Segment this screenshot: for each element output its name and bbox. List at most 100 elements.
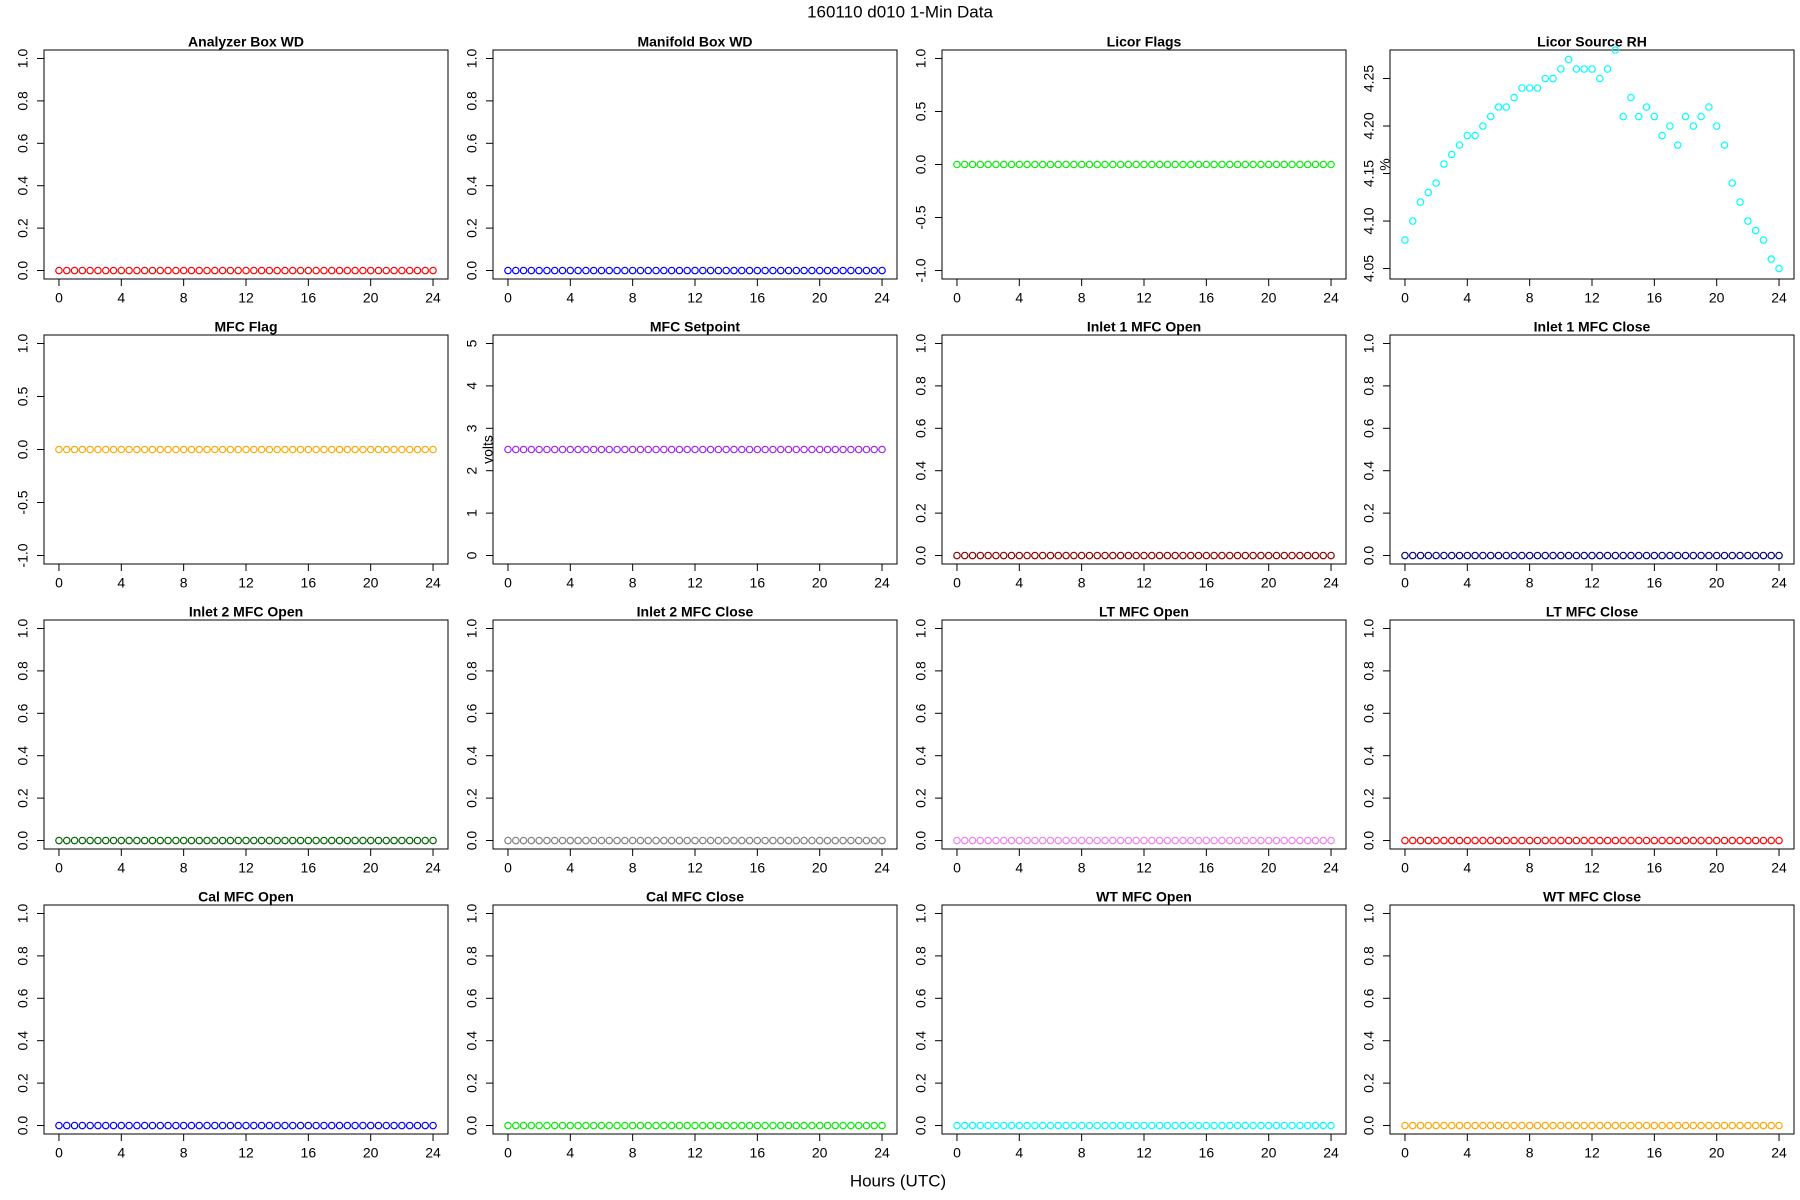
point bbox=[1767, 551, 1776, 560]
point bbox=[1572, 1121, 1581, 1130]
point bbox=[366, 1121, 375, 1130]
point bbox=[1194, 836, 1203, 845]
point bbox=[543, 445, 551, 454]
point bbox=[164, 836, 172, 845]
point bbox=[558, 1121, 567, 1130]
point bbox=[753, 266, 762, 275]
point bbox=[1673, 551, 1682, 560]
y-axis-label: % bbox=[1377, 158, 1393, 170]
point bbox=[1463, 836, 1472, 845]
point bbox=[320, 1121, 328, 1130]
point bbox=[854, 266, 863, 275]
point bbox=[226, 266, 235, 275]
point bbox=[1712, 551, 1721, 560]
point bbox=[70, 266, 79, 275]
point bbox=[1736, 551, 1744, 560]
point bbox=[1171, 1121, 1179, 1130]
point bbox=[1031, 551, 1039, 560]
point bbox=[1689, 1121, 1698, 1130]
x-tick-label: 16 bbox=[301, 290, 317, 306]
point bbox=[109, 1121, 118, 1130]
point bbox=[722, 445, 730, 454]
point bbox=[644, 266, 653, 275]
y-tick-label: 0.4 bbox=[464, 176, 480, 196]
point bbox=[1759, 236, 1768, 244]
point bbox=[613, 266, 621, 275]
point bbox=[366, 836, 375, 845]
point bbox=[976, 836, 985, 845]
y-tick-label: 1.0 bbox=[913, 334, 929, 354]
point bbox=[652, 836, 660, 845]
point bbox=[992, 551, 1000, 560]
point bbox=[1673, 1121, 1682, 1130]
point bbox=[421, 836, 430, 845]
panel-title: MFC Setpoint bbox=[650, 319, 741, 335]
x-tick-label: 20 bbox=[812, 1145, 828, 1161]
point bbox=[101, 836, 110, 845]
y-tick-label: 0.4 bbox=[913, 461, 929, 481]
point bbox=[398, 1121, 406, 1130]
point bbox=[86, 836, 94, 845]
point bbox=[1720, 551, 1729, 560]
point bbox=[1479, 551, 1487, 560]
point bbox=[706, 266, 715, 275]
point bbox=[862, 1121, 871, 1130]
point bbox=[1257, 160, 1265, 169]
point bbox=[148, 1121, 157, 1130]
point bbox=[335, 1121, 344, 1130]
point bbox=[1627, 93, 1635, 102]
point bbox=[1471, 1121, 1479, 1130]
point bbox=[792, 445, 801, 454]
point bbox=[1124, 1121, 1133, 1130]
x-tick-label: 4 bbox=[1463, 575, 1471, 591]
point bbox=[1479, 836, 1487, 845]
point bbox=[55, 445, 63, 454]
point bbox=[1432, 1121, 1440, 1130]
point bbox=[1077, 551, 1086, 560]
panel: Inlet 2 MFC Close 0 4 8 12 16 20 24 0.0 0.2 0.4 0.6… bbox=[464, 604, 898, 876]
point bbox=[792, 1121, 801, 1130]
point bbox=[382, 1121, 391, 1130]
x-tick-label: 24 bbox=[1323, 575, 1339, 591]
point bbox=[535, 445, 543, 454]
point bbox=[1447, 836, 1456, 845]
x-tick-label: 16 bbox=[750, 575, 766, 591]
point bbox=[527, 1121, 536, 1130]
y-tick-label: 1.0 bbox=[913, 619, 929, 639]
point bbox=[792, 836, 801, 845]
point bbox=[1502, 551, 1511, 560]
plot-frame bbox=[492, 904, 898, 1135]
panel: Analyzer Box WD 0 4 8 12 16 20 24 0.0 0.2 0.4 0.6 0.… bbox=[15, 34, 449, 306]
y-tick-label: 0.5 bbox=[15, 387, 31, 407]
point bbox=[94, 266, 102, 275]
point bbox=[698, 266, 707, 275]
point bbox=[628, 445, 637, 454]
point bbox=[249, 1121, 258, 1130]
point bbox=[698, 445, 707, 454]
point bbox=[366, 266, 375, 275]
point bbox=[1147, 1121, 1156, 1130]
x-tick-label: 12 bbox=[238, 1145, 254, 1161]
x-tick-label: 8 bbox=[180, 1145, 188, 1161]
point bbox=[1046, 836, 1055, 845]
panel-title: Licor Flags bbox=[1107, 34, 1182, 50]
point bbox=[1163, 551, 1172, 560]
point bbox=[1557, 65, 1565, 73]
point bbox=[312, 1121, 320, 1130]
y-tick-label: 5 bbox=[464, 339, 480, 347]
y-tick-label: 0.8 bbox=[913, 661, 929, 681]
point bbox=[1225, 551, 1234, 560]
point bbox=[109, 266, 118, 275]
y-tick-label: 0.5 bbox=[913, 102, 929, 122]
y-tick-label: 0.0 bbox=[1361, 1116, 1377, 1136]
y-tick-label: 0.4 bbox=[15, 746, 31, 766]
point bbox=[55, 836, 63, 845]
point bbox=[597, 445, 606, 454]
point bbox=[1155, 836, 1164, 845]
x-tick-label: 20 bbox=[363, 860, 379, 876]
point bbox=[597, 836, 606, 845]
point bbox=[1541, 1121, 1550, 1130]
point bbox=[187, 445, 196, 454]
x-tick-label: 16 bbox=[1199, 860, 1215, 876]
